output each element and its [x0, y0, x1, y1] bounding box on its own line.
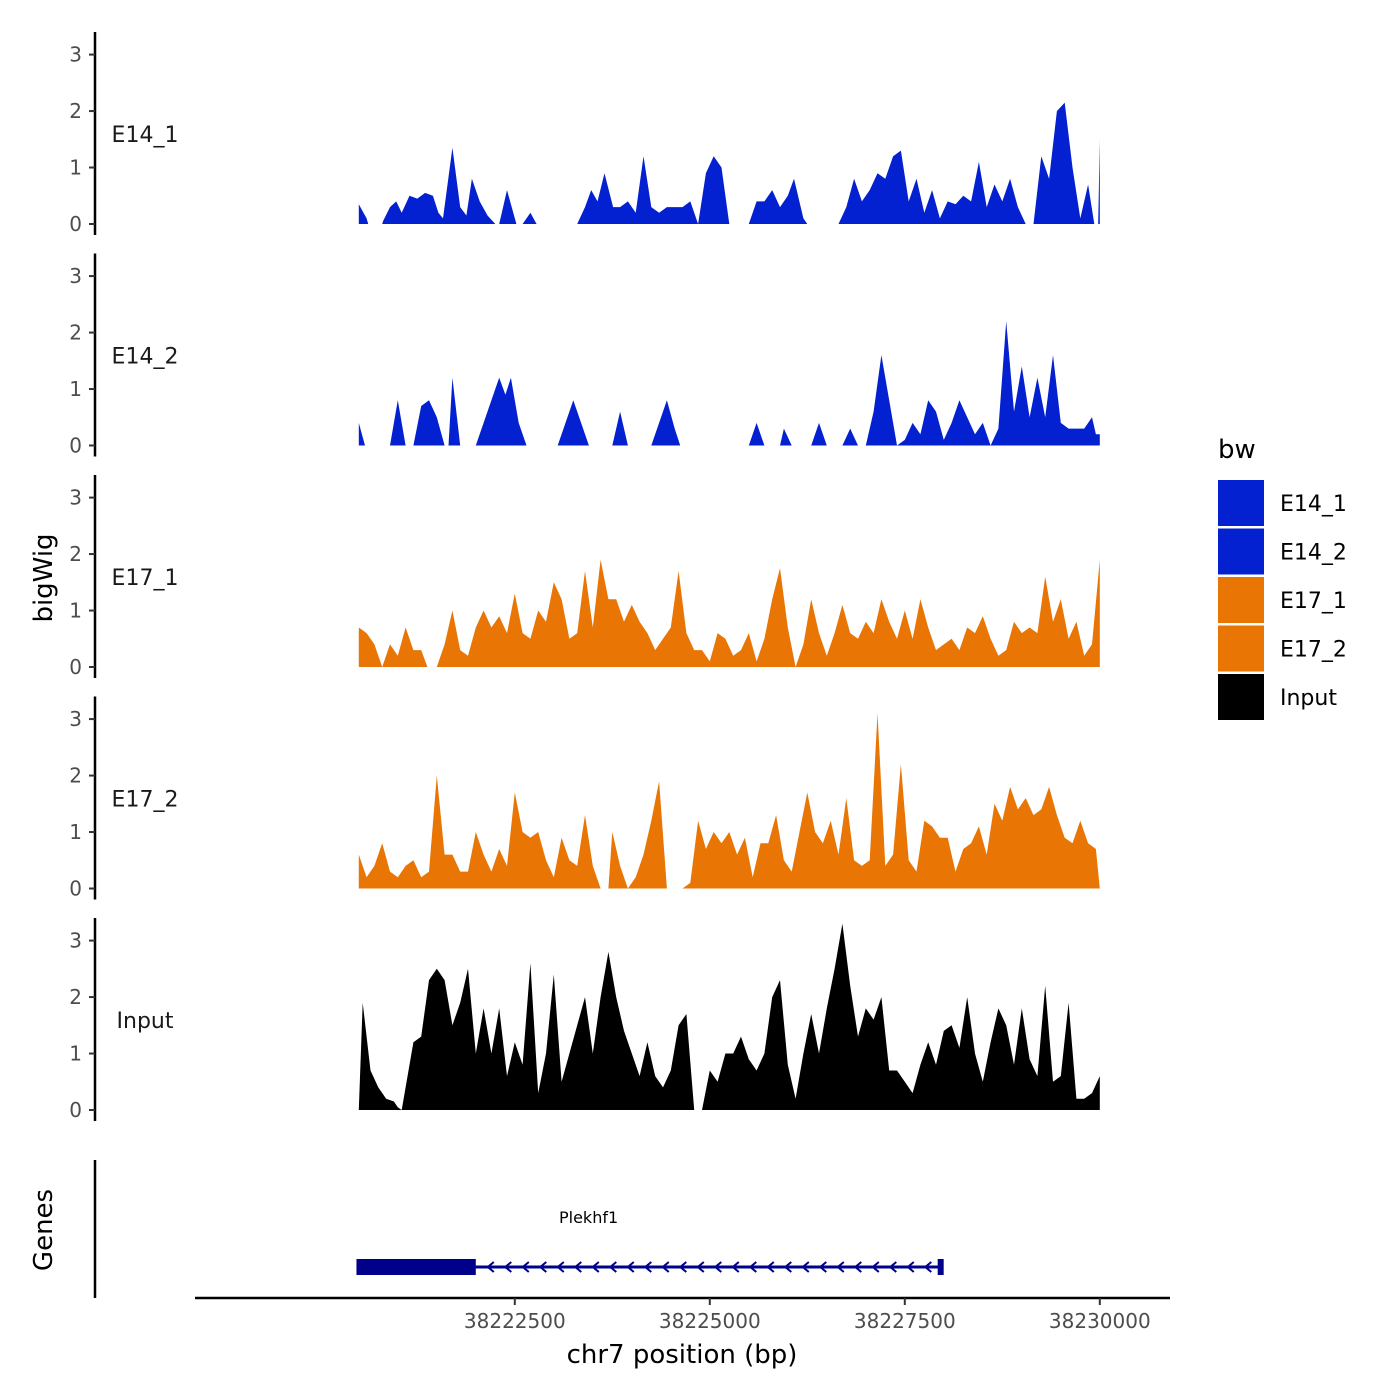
strand-arrow [626, 1261, 635, 1273]
legend-label: Input [1280, 686, 1337, 711]
track-label: E17_1 [112, 566, 179, 591]
x-tick-label: 38222500 [464, 1309, 566, 1333]
track-label: Input [117, 1009, 174, 1034]
strand-arrow [661, 1261, 670, 1273]
legend-swatch [1218, 674, 1264, 720]
y-tick-label: 2 [69, 542, 82, 566]
strand-arrow [521, 1261, 530, 1273]
legend-title: bw [1218, 435, 1256, 465]
legend-swatch [1218, 625, 1264, 672]
strand-arrow [818, 1261, 827, 1273]
track-label: E14_1 [112, 123, 179, 148]
x-tick-label: 38225000 [659, 1309, 761, 1333]
track-panel-e17_1: 0 1 2 3 E17_1 [69, 475, 1100, 679]
strand-arrow [801, 1261, 810, 1273]
legend-label: E17_1 [1280, 589, 1347, 614]
legend-swatch [1218, 577, 1264, 623]
strand-arrow [538, 1261, 547, 1273]
track-panel-input: 0 1 2 3 Input [69, 918, 1100, 1122]
legend-swatch [1218, 480, 1264, 526]
strand-arrow [836, 1261, 845, 1273]
y-tick-label: 0 [69, 434, 82, 458]
gene-exon-end [937, 1259, 944, 1275]
strand-arrow [906, 1261, 915, 1273]
strand-arrow [503, 1261, 512, 1273]
area-e17_2 [358, 713, 1100, 889]
track-panel-e14_1: 0 1 2 3 E14_1 [69, 32, 1100, 236]
gene-name-label: Plekhf1 [559, 1208, 618, 1227]
y-tick-label: 2 [69, 321, 82, 345]
track-panels: 0 1 2 3 E14_1 0 1 2 3 E14_2 0 1 2 3 E17_1 0 1 2 3 E17_2 0 1 2 3… [69, 32, 1100, 1122]
y-tick-label: 0 [69, 655, 82, 679]
y-tick-label: 1 [69, 599, 82, 623]
strand-arrow [871, 1261, 880, 1273]
y-tick-label: 3 [69, 43, 82, 67]
strand-arrow [766, 1261, 775, 1273]
x-axis: 38222500 38225000 38227500 38230000 [195, 1296, 1170, 1333]
legend-label: E14_2 [1280, 541, 1347, 566]
y-tick-label: 1 [69, 377, 82, 401]
strand-arrow [748, 1261, 757, 1273]
track-panel-e17_2: 0 1 2 3 E17_2 [69, 696, 1100, 901]
y-axis-title: bigWig [29, 533, 59, 622]
x-axis-title: chr7 position (bp) [567, 1340, 798, 1370]
y-tick-label: 3 [69, 929, 82, 953]
track-panel-e14_2: 0 1 2 3 E14_2 [69, 253, 1100, 458]
strand-arrow [643, 1261, 652, 1273]
legend-label: E17_2 [1280, 638, 1347, 663]
y-tick-label: 0 [69, 212, 82, 236]
strand-arrow [608, 1261, 617, 1273]
strand-arrow [783, 1261, 792, 1273]
strand-arrow [573, 1261, 582, 1273]
track-label: E14_2 [112, 345, 179, 370]
strand-arrow [888, 1261, 897, 1273]
y-tick-label: 3 [69, 264, 82, 288]
strand-arrow [486, 1261, 495, 1273]
y-tick-label: 0 [69, 877, 82, 901]
area-e14_1 [358, 102, 1100, 224]
area-input [358, 923, 1100, 1110]
strand-arrow [591, 1261, 600, 1273]
y-tick-label: 2 [69, 99, 82, 123]
y-tick-label: 2 [69, 985, 82, 1009]
strand-arrow [713, 1261, 722, 1273]
track-label: E17_2 [112, 788, 179, 813]
area-e17_1 [358, 559, 1100, 667]
y-tick-label: 1 [69, 1042, 82, 1066]
x-tick-label: 38230000 [1049, 1309, 1151, 1333]
legend: bw E14_1 E14_2 E17_1 E17_2 Input [1218, 435, 1347, 720]
gene-exon-block [356, 1259, 476, 1275]
area-e14_2 [358, 321, 1100, 446]
y-tick-label: 3 [69, 486, 82, 510]
strand-arrow [731, 1261, 740, 1273]
strand-arrow [678, 1261, 687, 1273]
y-tick-label: 2 [69, 764, 82, 788]
gene-track: Plekhf1 [93, 1160, 944, 1298]
legend-label: E14_1 [1280, 492, 1347, 517]
y-tick-label: 1 [69, 820, 82, 844]
strand-arrow [556, 1261, 565, 1273]
legend-swatch [1218, 528, 1264, 575]
strand-arrow [853, 1261, 862, 1273]
y-tick-label: 3 [69, 707, 82, 731]
genes-axis-title: Genes [29, 1189, 59, 1271]
strand-arrow [696, 1261, 705, 1273]
y-tick-label: 1 [69, 156, 82, 180]
y-tick-label: 0 [69, 1098, 82, 1122]
strand-arrow [923, 1261, 932, 1273]
x-tick-label: 38227500 [854, 1309, 956, 1333]
